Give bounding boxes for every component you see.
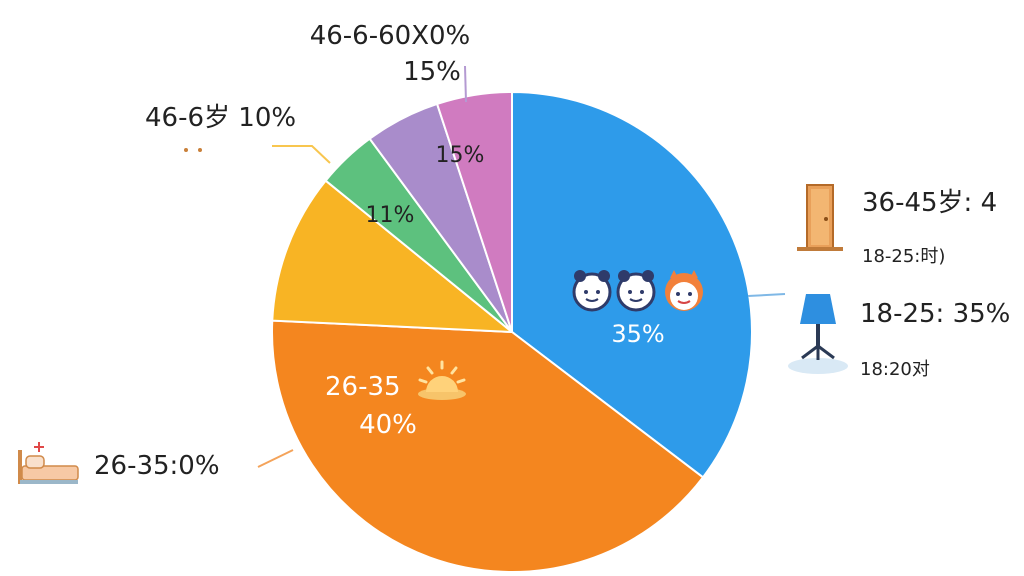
people-faces-icon [572,270,703,312]
leader-line-46-6 [272,145,331,164]
outer-label-26-35: 26-35:0% [94,451,220,481]
outer-label-door: 36-45岁: 4 [862,188,997,218]
inner-label-26-35: 40% [359,410,417,440]
sun-icon [418,360,466,400]
outer-sublabel-18-25: 18:20对 [860,359,930,380]
inner-label-46-6: 11% [366,203,415,228]
leader-lines [257,65,786,468]
inner-labels: 35% 26-35 40% 11% 15% [325,143,665,440]
leader-line-18-25 [747,293,786,297]
inner-label-18-25: 35% [611,320,664,348]
pie-slice-2 [271,179,515,334]
outer-sublabel-door: 18-25:时) [862,246,945,267]
leader-line-26-35 [257,449,294,468]
door-icon [797,184,843,251]
decor-dots [184,148,202,152]
pie-slices [271,90,753,573]
inner-label-26-35-range: 26-35 [325,372,401,402]
outer-label-46-6: 46-6岁 10% [145,103,296,133]
inner-label-purple: 15% [436,143,485,168]
outer-sublabel-top: 15% [403,57,461,87]
outer-label-18-25: 18-25: 35% [860,299,1010,329]
outer-labels: 46-6-60X0% 15% 46-6岁 10% 36-45岁: 4 18-25… [94,21,1010,481]
pie-slice-5 [435,90,513,333]
pie-slice-1 [271,319,705,573]
bed-icon [18,442,79,484]
leader-line-top [464,65,467,103]
outer-label-top: 46-6-60X0% [310,21,471,51]
lamp-chair-icon [788,294,848,374]
